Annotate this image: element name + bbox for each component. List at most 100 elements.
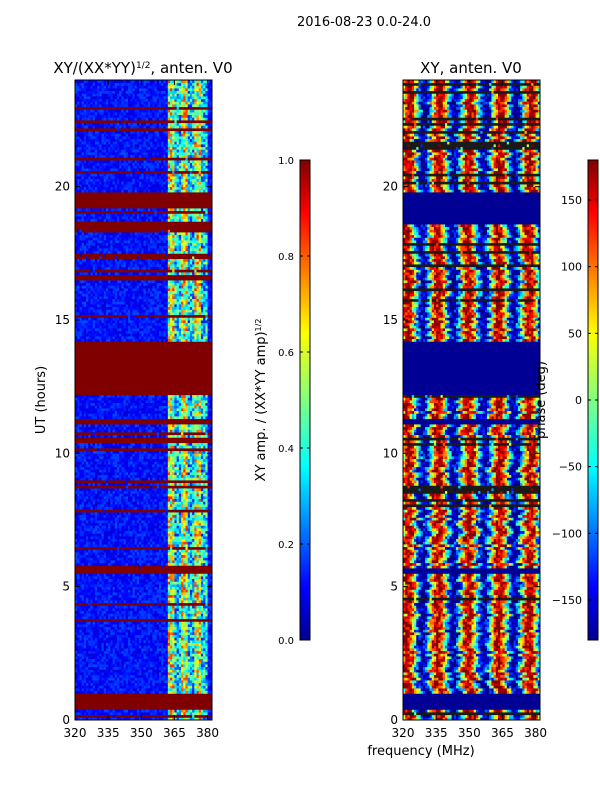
heatmap-cell [114,661,118,665]
heatmap-cell [176,669,180,673]
heatmap-cell [174,696,178,700]
heatmap-cell [112,690,116,694]
heatmap-cell [114,682,118,686]
heatmap-cell [176,685,180,689]
heatmap-cell [116,712,120,716]
heatmap-cell [81,656,85,660]
heatmap-cell [139,677,142,681]
heatmap-cell [161,658,164,662]
heatmap-cell [187,677,191,681]
heatmap-cell [194,666,197,670]
heatmap-cell [145,709,149,713]
heatmap-cell [156,693,160,697]
heatmap-cell [108,674,111,678]
heatmap-cell [130,661,133,665]
heatmap-cell [194,674,197,678]
heatmap-cell [183,693,186,697]
heatmap-cell [174,698,178,702]
heatmap-cell [132,666,136,670]
heatmap-cell [167,709,171,713]
heatmap-cell [150,714,153,718]
heatmap-cell [79,677,83,681]
heatmap-cell [116,685,120,689]
heatmap-cell [86,677,89,681]
heatmap-cell [194,698,197,702]
heatmap-cell [154,701,158,705]
heatmap-cell [187,680,191,684]
heatmap-cell [152,706,155,710]
heatmap-cell [176,658,180,662]
heatmap-cell [198,712,202,716]
heatmap-cell [105,714,109,718]
heatmap-cell [108,706,111,710]
left-panel-title: XY/(XX*YY)1/2, anten. V0 [53,59,232,77]
heatmap-cell [105,672,109,676]
heatmap-cell [181,674,184,678]
heatmap-cell [198,704,202,708]
heatmap-cell [81,650,85,654]
heatmap-cell [103,685,107,689]
heatmap-cell [121,712,125,716]
heatmap-cell [105,704,109,708]
heatmap-cell [103,706,107,710]
heatmap-cell [194,664,197,668]
heatmap-cell [97,666,100,670]
heatmap-cell [181,696,184,700]
heatmap-cell [86,712,89,716]
heatmap-cell [103,680,107,684]
heatmap-cell [176,717,180,720]
heatmap-cell [170,656,173,660]
heatmap-cell [97,672,100,676]
heatmap-cell [198,666,202,670]
heatmap-cell [172,688,175,692]
heatmap-cell [136,714,140,718]
heatmap-cell [77,669,80,673]
heatmap-cell [94,688,98,692]
heatmap-cell [172,661,175,665]
heatmap-cell [163,717,166,720]
heatmap-cell [147,698,151,702]
heatmap-cell [207,674,211,678]
heatmap-cell [116,656,120,660]
heatmap-cell [123,714,127,718]
heatmap-cell [183,656,186,660]
heatmap-cell [75,701,78,705]
heatmap-cell [156,704,160,708]
heatmap-cell [77,709,80,713]
heatmap-cell [99,669,102,673]
heatmap-cell [172,690,175,694]
heatmap-cell [132,690,136,694]
heatmap-cell [207,680,211,684]
heatmap-cell [170,674,173,678]
heatmap-cell [163,680,166,684]
heatmap-cell [90,709,94,713]
heatmap-cell [94,690,98,694]
heatmap-cell [143,656,147,660]
heatmap-cell [165,685,169,689]
heatmap-cell [181,704,184,708]
heatmap-cell [167,685,171,689]
heatmap-cell [200,672,204,676]
heatmap-cell [205,664,208,668]
heatmap-cell [196,661,200,665]
heatmap-cell [114,717,118,720]
heatmap-cell [152,664,155,668]
heatmap-cell [156,688,160,692]
heatmap-cell [143,658,147,662]
heatmap-cell [90,704,94,708]
heatmap-cell [128,717,131,720]
heatmap-cell [83,656,87,660]
heatmap-cell [152,688,155,692]
heatmap-cell [81,717,85,720]
heatmap-cell [178,706,182,710]
heatmap-cell [121,677,125,681]
heatmap-cell [97,688,100,692]
heatmap-cell [194,658,197,662]
heatmap-cell [121,672,125,676]
heatmap-cell [192,704,195,708]
heatmap-cell [130,669,133,673]
heatmap-cell [86,682,89,686]
heatmap-cell [165,696,169,700]
heatmap-cell [161,717,164,720]
heatmap-cell [99,704,102,708]
